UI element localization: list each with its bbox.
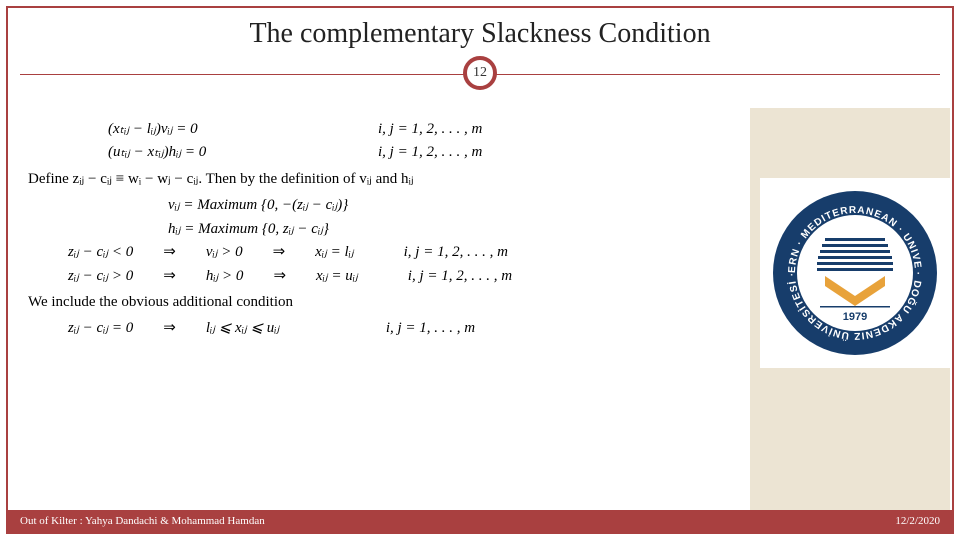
arrow-icon: ⇒ [263,266,296,286]
arrow-icon: ⇒ [263,242,296,262]
impl-seg: vᵢⱼ > 0 [206,242,243,262]
logo-svg: EASTERN · MEDITERRANEAN · UNIVERSITY · D… [770,188,940,358]
university-logo: EASTERN · MEDITERRANEAN · UNIVERSITY · D… [760,178,950,368]
arrow-icon: ⇒ [153,266,186,286]
implication-row: zᵢⱼ − cᵢⱼ = 0 ⇒ lᵢⱼ ⩽ xᵢⱼ ⩽ uᵢⱼ i, j = 1… [28,318,732,338]
divider: 12 [20,56,940,92]
implication-row: zᵢⱼ − cᵢⱼ < 0 ⇒ vᵢⱼ > 0 ⇒ xᵢⱼ = lᵢⱼ i, j… [28,242,732,262]
impl-range: i, j = 1, 2, . . . , m [404,242,508,262]
define-line: Define zᵢⱼ − cᵢⱼ ≡ wᵢ − wⱼ − cᵢⱼ. Then b… [28,169,732,189]
logo-year: 1979 [843,311,867,323]
include-line: We include the obvious additional condit… [28,292,732,312]
math-panel: (xₜᵢⱼ − lᵢⱼ)vᵢⱼ = 0 i, j = 1, 2, . . . ,… [10,108,750,510]
impl-seg: zᵢⱼ − cᵢⱼ < 0 [68,242,133,262]
footer-bar: Out of Kilter : Yahya Dandachi & Mohamma… [8,510,952,532]
eq-right: i, j = 1, 2, . . . , m [368,142,732,162]
footer-left: Out of Kilter : Yahya Dandachi & Mohamma… [20,515,265,527]
eq-left: (xₜᵢⱼ − lᵢⱼ)vᵢⱼ = 0 [28,119,368,139]
impl-seg: zᵢⱼ − cᵢⱼ = 0 [68,318,133,338]
implication-row: zᵢⱼ − cᵢⱼ > 0 ⇒ hᵢⱼ > 0 ⇒ xᵢⱼ = uᵢⱼ i, j… [28,266,732,286]
equation-row: (xₜᵢⱼ − lᵢⱼ)vᵢⱼ = 0 i, j = 1, 2, . . . ,… [28,119,732,139]
eq-right: i, j = 1, 2, . . . , m [368,119,732,139]
equation-row: (uₜᵢⱼ − xₜᵢⱼ)hᵢⱼ = 0 i, j = 1, 2, . . . … [28,142,732,162]
impl-seg: zᵢⱼ − cᵢⱼ > 0 [68,266,133,286]
v-definition: vᵢⱼ = Maximum {0, −(zᵢⱼ − cᵢⱼ)} [28,195,732,215]
h-definition: hᵢⱼ = Maximum {0, zᵢⱼ − cᵢⱼ} [28,219,732,239]
footer-right: 12/2/2020 [895,515,940,527]
impl-range: i, j = 1, 2, . . . , m [408,266,512,286]
arrow-icon: ⇒ [153,242,186,262]
impl-seg: lᵢⱼ ⩽ xᵢⱼ ⩽ uᵢⱼ [206,318,336,338]
impl-range: i, j = 1, . . . , m [386,318,475,338]
impl-seg: xᵢⱼ = lᵢⱼ [315,242,353,262]
content-area: (xₜᵢⱼ − lᵢⱼ)vᵢⱼ = 0 i, j = 1, 2, . . . ,… [10,108,950,510]
slide-number-badge: 12 [463,56,497,90]
eq-left: (uₜᵢⱼ − xₜᵢⱼ)hᵢⱼ = 0 [28,142,368,162]
arrow-icon: ⇒ [153,318,186,338]
impl-seg: hᵢⱼ > 0 [206,266,244,286]
impl-seg: xᵢⱼ = uᵢⱼ [316,266,358,286]
